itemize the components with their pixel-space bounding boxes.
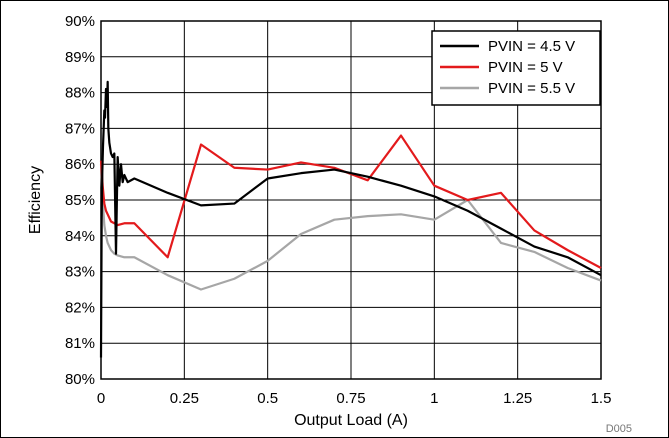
series-line-0 [99,80,602,358]
y-tick-label: 88% [65,85,95,102]
x-tick-label: 0 [97,390,105,407]
x-tick-label: 0.25 [170,390,199,407]
y-tick-label: 90% [65,13,95,30]
y-tick-label: 89% [65,49,95,66]
legend-label: PVIN = 5 V [488,59,563,76]
x-tick-label: 1.5 [591,390,612,407]
y-tick-label: 84% [65,228,95,245]
x-tick-label: 0.5 [257,390,278,407]
x-axis-label: Output Load (A) [294,412,408,429]
legend: PVIN = 4.5 V PVIN = 5 V PVIN = 5.5 V [431,30,601,106]
series-group [99,80,602,358]
series-line-1 [99,134,602,269]
y-axis-label: Efficiency [27,166,44,234]
x-tick-label: 0.75 [336,390,365,407]
legend-label: PVIN = 5.5 V [488,80,575,97]
series-line-2 [99,164,602,291]
x-tick-label: 1.25 [503,390,532,407]
y-tick-label: 85% [65,192,95,209]
x-tick-label: 1 [430,390,438,407]
figure-code: D005 [606,423,632,435]
y-tick-label: 86% [65,156,95,173]
legend-label: PVIN = 4.5 V [488,38,575,55]
y-tick-labels: 80% 81% 82% 83% 84% 85% 86% 87% 88% 89% 90% [65,13,95,388]
y-tick-label: 82% [65,299,95,316]
y-tick-label: 87% [65,120,95,137]
y-tick-label: 81% [65,335,95,352]
y-tick-label: 80% [65,371,95,388]
y-tick-label: 83% [65,264,95,281]
x-tick-labels: 0 0.25 0.5 0.75 1 1.25 1.5 [97,390,612,407]
